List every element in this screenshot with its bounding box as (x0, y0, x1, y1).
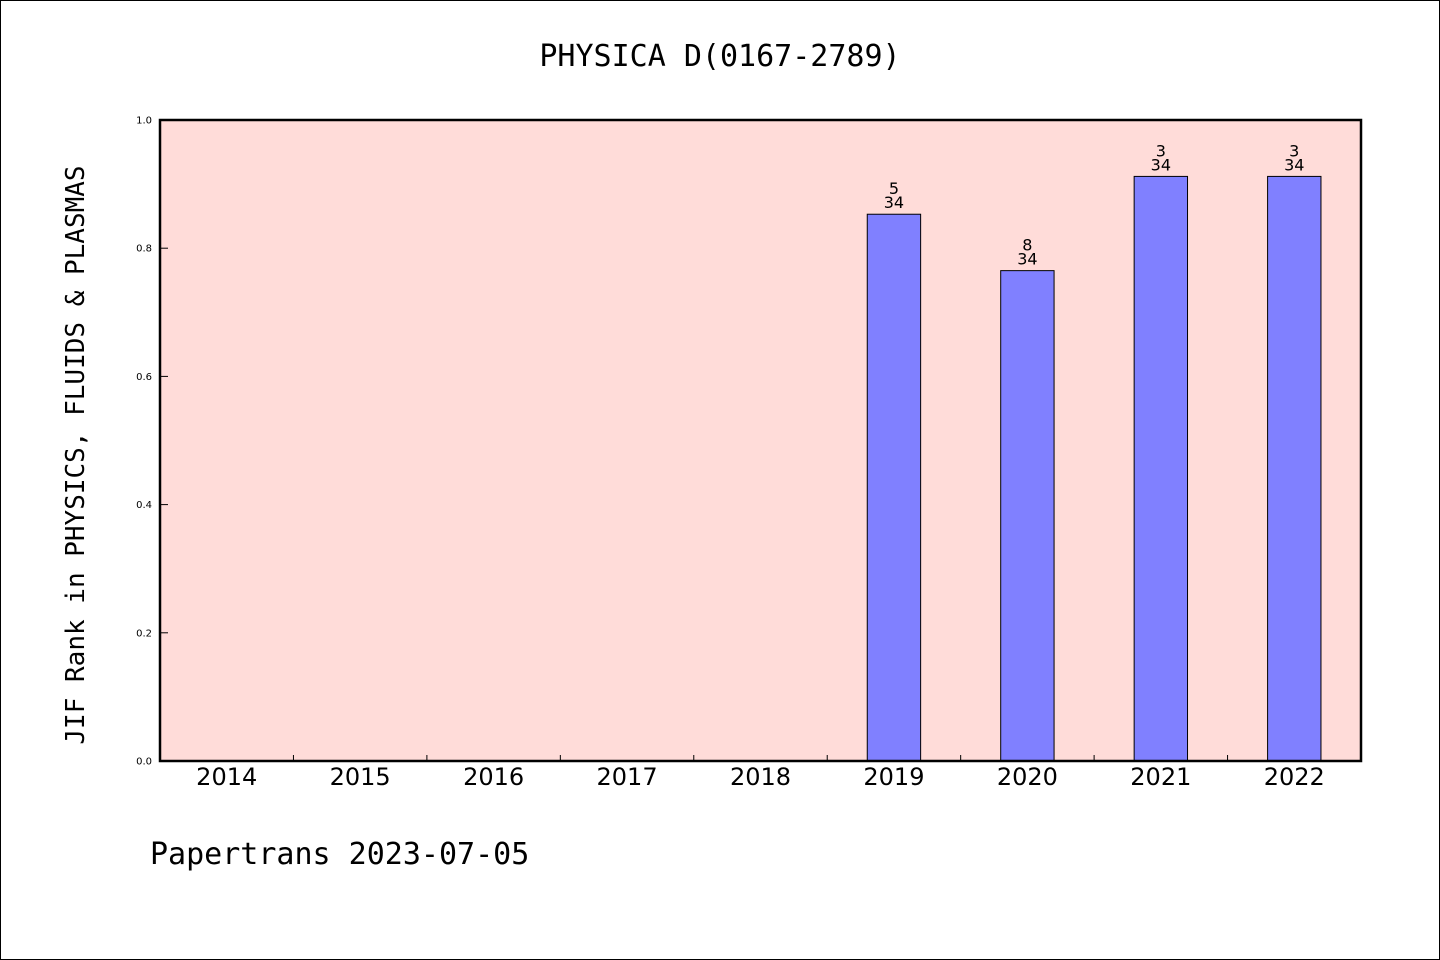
rank-label: 5 (889, 179, 899, 198)
y-tick-label: 0.0 (136, 757, 152, 768)
rank-label: 3 (1156, 141, 1166, 160)
x-tick-label: 2021 (1130, 763, 1191, 791)
x-tick-label: 2016 (463, 763, 524, 791)
x-tick-label: 2015 (330, 763, 391, 791)
y-tick-label: 0.8 (136, 244, 152, 255)
bar-2020 (1000, 270, 1055, 762)
x-tick-label: 2022 (1264, 763, 1325, 791)
x-tick-label: 2014 (196, 763, 257, 791)
footer-text: Papertrans 2023-07-05 (150, 837, 529, 872)
y-tick-label: 0.6 (136, 372, 152, 383)
x-tick-label: 2018 (730, 763, 791, 791)
total-label: 34 (1017, 250, 1037, 269)
plot-border (158, 118, 1363, 763)
total-label: 34 (1151, 155, 1171, 174)
x-axis: 2014 2015 2016 2017 2018 2019 2020 2021 2022 (196, 755, 1325, 791)
total-label: 34 (884, 193, 904, 212)
rank-label: 3 (1289, 141, 1299, 160)
total-label: 34 (1284, 155, 1304, 174)
bar-2021 (1133, 175, 1189, 762)
x-tick-label: 2019 (863, 763, 924, 791)
y-tick-label: 0.2 (136, 628, 152, 639)
bar-2019 (866, 213, 922, 762)
y-tick-label: 0.4 (136, 500, 152, 511)
chart-title: PHYSICA D(0167-2789) (539, 39, 900, 74)
bar-2022 (1267, 175, 1322, 762)
y-tick-label: 1.0 (136, 116, 152, 127)
y-axis-label: JIF Rank in PHYSICS, FLUIDS & PLASMAS (61, 165, 91, 744)
x-tick-label: 2017 (597, 763, 658, 791)
rank-label: 8 (1022, 236, 1032, 255)
x-tick-label: 2020 (997, 763, 1058, 791)
